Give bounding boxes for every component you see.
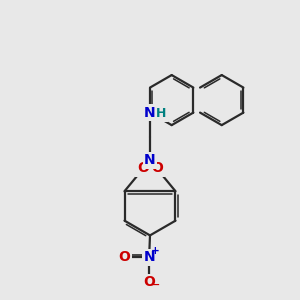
Text: −: − [151,280,160,290]
Text: H: H [156,107,166,120]
Text: O: O [151,161,163,176]
Text: N: N [144,106,156,120]
Text: O: O [143,275,155,289]
Text: O: O [118,250,130,265]
Text: N: N [144,153,156,167]
Text: O: O [137,161,149,176]
Text: N: N [143,250,155,265]
Text: +: + [151,246,160,256]
